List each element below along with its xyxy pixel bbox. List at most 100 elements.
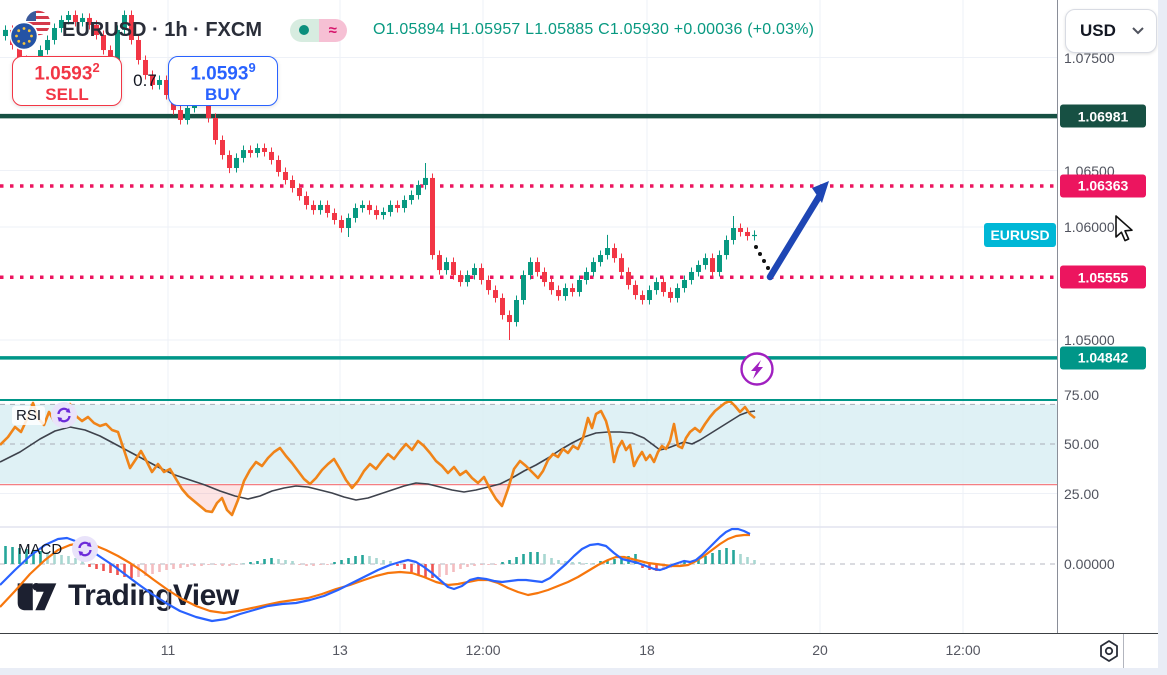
market-status-toggle[interactable]: ≈ bbox=[290, 18, 347, 42]
candle-body bbox=[752, 234, 757, 237]
trend-arrow-shaft[interactable] bbox=[766, 191, 824, 281]
rsi-oversold-fill bbox=[0, 484, 755, 515]
candle-body bbox=[108, 50, 113, 60]
candle-body bbox=[339, 219, 344, 229]
candle-body bbox=[220, 139, 225, 156]
candle-body bbox=[514, 299, 519, 323]
candle-body bbox=[465, 275, 470, 283]
candle-body bbox=[87, 17, 92, 25]
candle-body bbox=[360, 204, 365, 209]
macd-histogram-bar bbox=[718, 550, 721, 564]
macd-histogram-bar bbox=[620, 558, 623, 564]
macd-histogram-bar bbox=[270, 558, 273, 564]
candle-body bbox=[675, 288, 680, 298]
macd-histogram-bar bbox=[508, 560, 511, 564]
spread-value: 0.7 bbox=[133, 71, 157, 90]
lightning-bolt-glyph bbox=[751, 360, 763, 379]
chart-properties-icon[interactable] bbox=[1096, 638, 1122, 664]
price-tick: 1.06000 bbox=[1064, 219, 1115, 235]
macd-histogram-bar bbox=[431, 564, 434, 578]
macd-histogram-bar bbox=[501, 562, 504, 564]
macd-histogram-bar bbox=[480, 564, 483, 565]
macd-histogram-bar bbox=[368, 556, 371, 564]
candle-body bbox=[654, 282, 659, 291]
macd-histogram-bar bbox=[214, 564, 217, 565]
macd-histogram-bar bbox=[249, 562, 252, 564]
candle-body bbox=[549, 282, 554, 291]
candle-body bbox=[122, 15, 127, 30]
dotted-connector-dot bbox=[754, 245, 758, 249]
macd-histogram-bar bbox=[403, 564, 406, 569]
macd-histogram-bar bbox=[263, 559, 266, 564]
rsi-refresh-icon[interactable] bbox=[51, 402, 78, 428]
candle-body bbox=[703, 258, 708, 265]
macd-refresh-icon[interactable] bbox=[72, 536, 99, 562]
candle-body bbox=[486, 279, 491, 291]
candle-body bbox=[325, 204, 330, 213]
macd-label-text: MACD bbox=[18, 540, 63, 558]
macd-histogram-bar bbox=[151, 564, 154, 574]
candle-body bbox=[297, 188, 302, 197]
macd-histogram-bar bbox=[158, 564, 161, 572]
rsi-pane-title[interactable]: RSI bbox=[12, 402, 78, 428]
macd-histogram-bar bbox=[60, 555, 63, 564]
sell-button[interactable]: 1.05932 SELL bbox=[12, 56, 122, 106]
currency-dropdown[interactable]: USD bbox=[1065, 9, 1157, 53]
macd-histogram-bar bbox=[662, 564, 665, 570]
macd-pane-title[interactable]: MACD bbox=[14, 536, 99, 562]
macd-histogram-bar bbox=[109, 564, 112, 573]
macd-histogram-bar bbox=[193, 564, 196, 566]
symbol-title[interactable]: EURUSD · 1h · FXCM bbox=[62, 18, 262, 41]
macd-histogram-bar bbox=[382, 560, 385, 564]
candle-body bbox=[668, 291, 673, 298]
candle-body bbox=[45, 39, 50, 51]
candle-body bbox=[717, 255, 722, 272]
candle-body bbox=[395, 204, 400, 209]
macd-histogram-bar bbox=[683, 562, 686, 564]
time-axis[interactable]: 11 13 12:00 18 20 12:00 bbox=[0, 633, 1158, 669]
candle-body bbox=[115, 29, 120, 60]
macd-histogram-bar bbox=[207, 564, 210, 565]
candle-body bbox=[255, 148, 260, 153]
macd-histogram-bar bbox=[753, 560, 756, 564]
chart-canvas[interactable] bbox=[0, 0, 1057, 633]
candle-body bbox=[227, 155, 232, 169]
macd-histogram-bar bbox=[396, 564, 399, 566]
candle-body bbox=[563, 288, 568, 297]
macd-histogram-bar bbox=[319, 564, 322, 565]
candle-body bbox=[66, 15, 71, 20]
candle-body bbox=[437, 255, 442, 271]
candle-body bbox=[346, 217, 351, 229]
candle-body bbox=[745, 231, 750, 237]
buy-button[interactable]: 1.05939 BUY bbox=[168, 56, 278, 106]
candle-body bbox=[290, 179, 295, 189]
time-tick: 13 bbox=[332, 642, 348, 658]
candle-body bbox=[416, 184, 421, 196]
dotted-connector-dot bbox=[766, 266, 770, 270]
macd-histogram-bar bbox=[438, 564, 441, 577]
price-level-chip: 1.06363 bbox=[1060, 174, 1146, 198]
macd-histogram-bar bbox=[298, 564, 301, 565]
macd-histogram-bar bbox=[550, 558, 553, 564]
candle-body bbox=[731, 228, 736, 240]
candle-body bbox=[353, 208, 358, 218]
macd-histogram-bar bbox=[585, 563, 588, 564]
macd-histogram-bar bbox=[473, 564, 476, 566]
price-axis[interactable]: USD 1.07500 1.06500 1.06000 1.05000 75.00 50.… bbox=[1057, 0, 1158, 633]
rsi-line bbox=[0, 399, 756, 517]
macd-histogram-bar bbox=[389, 561, 392, 564]
chevron-down-icon bbox=[1132, 27, 1144, 35]
candle-body bbox=[444, 262, 449, 271]
macd-histogram-bar bbox=[88, 564, 91, 567]
candle-body bbox=[3, 29, 8, 37]
candle-body bbox=[150, 75, 155, 85]
macd-histogram-bar bbox=[95, 564, 98, 569]
macd-histogram-bar bbox=[67, 556, 70, 564]
macd-histogram-bar bbox=[452, 564, 455, 572]
candle-body bbox=[521, 275, 526, 300]
macd-histogram-bar bbox=[746, 557, 749, 564]
candle-body bbox=[402, 199, 407, 209]
candle-body bbox=[241, 150, 246, 158]
macd-histogram-bar bbox=[375, 558, 378, 564]
candle-body bbox=[535, 262, 540, 272]
